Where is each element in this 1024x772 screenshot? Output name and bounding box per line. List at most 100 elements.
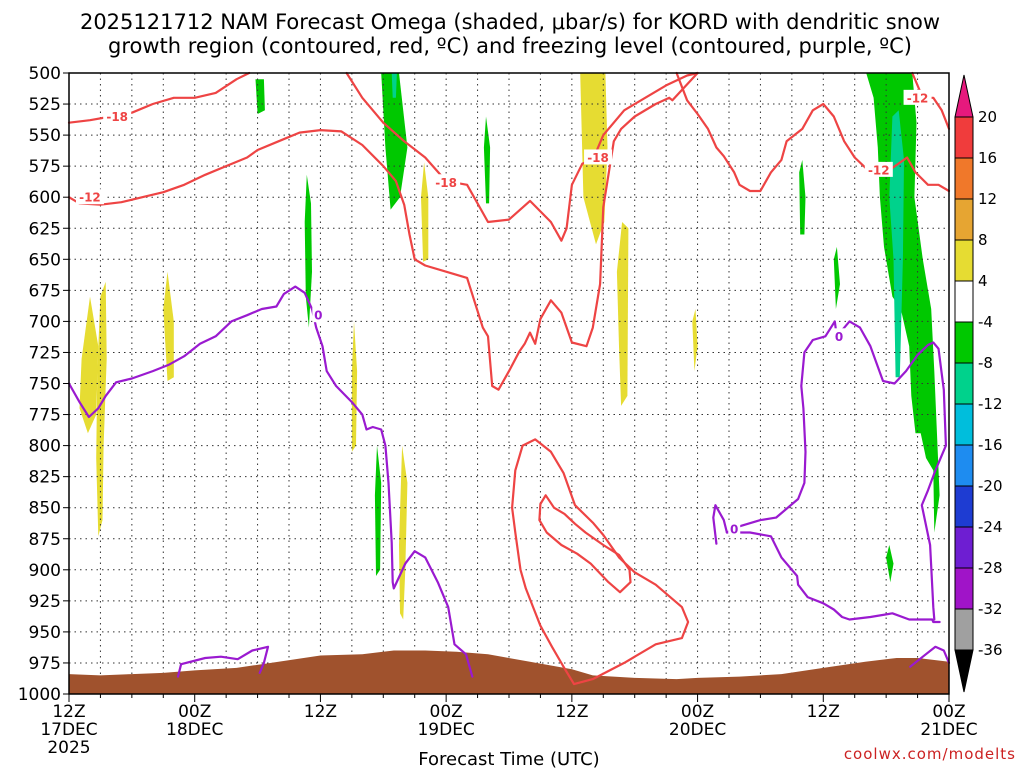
colorbar-label-12: -32 [978, 600, 1003, 618]
omega-region-teal-20dec-c [889, 110, 904, 378]
y-tick-label-750: 750 [29, 375, 61, 395]
freezing-label-2: 0 [730, 522, 738, 536]
omega-colorbar: 20 16 12 8 4 -4 -8 -12 -16 -20 -24 -28 -32 -36 [954, 74, 1003, 693]
y-tick-label-950: 950 [29, 623, 61, 643]
colorbar-bin--16-to--12 [954, 403, 974, 446]
contour-layer [67, 71, 951, 686]
colorbar-bin--28-to--24 [954, 526, 974, 569]
y-tick-label-975: 975 [29, 654, 61, 674]
colorbar-bin--32-to--28 [954, 567, 974, 610]
colorbar-label-4: 4 [978, 272, 988, 290]
y-tick-label-725: 725 [29, 343, 61, 363]
y-tick-label-1000: 1000 [18, 685, 61, 705]
y-tick-label-850: 850 [29, 499, 61, 519]
omega-region-yellow-19dec-b [616, 222, 629, 406]
y-tick-label-525: 525 [29, 95, 61, 115]
dgz-contour-1 [345, 71, 594, 242]
y-axis: 500 525 550 575 600 625 650 675 700 725 750 775 800 8… [18, 64, 69, 705]
y-tick-label-900: 900 [29, 561, 61, 581]
x-tick-label-24-0: 12Z [304, 702, 337, 722]
dgz-contour-6 [510, 438, 690, 686]
colorbar-bin--24-to--20 [954, 485, 974, 528]
colorbar-bin--20-to--16 [954, 444, 974, 487]
dgz-label-1: -18 [435, 176, 457, 190]
omega-region-green-19dec-a [483, 116, 491, 204]
dgz-contour-0 [67, 71, 251, 124]
freezing-label-bg-2 [728, 520, 741, 536]
y-tick-label-775: 775 [29, 406, 61, 426]
y-tick-label-650: 650 [29, 250, 61, 270]
dgz-contour-2 [591, 71, 699, 161]
dgz-label-5: -12 [907, 91, 929, 105]
chart-title-line-1: 2025121712 NAM Forecast Omega (shaded, μ… [80, 10, 940, 34]
omega-region-yellow-17dec-a [79, 296, 99, 434]
colorbar-label-13: -36 [978, 641, 1003, 659]
omega-region-yellow-18dec-d [421, 162, 429, 262]
omega-region-green-18dec-a [255, 79, 265, 114]
freezing-label-bg-0 [312, 307, 325, 323]
freezing-contour-0 [67, 285, 474, 678]
colorbar-label-2: 12 [978, 190, 997, 208]
x-tick-label-84-0: 00Z [932, 702, 965, 722]
x-tick-label-0-0: 12Z [52, 702, 85, 722]
colorbar-label-10: -24 [978, 518, 1003, 536]
y-tick-label-500: 500 [29, 64, 61, 84]
omega-region-yellow-17dec-b [96, 281, 107, 537]
dgz-contour-4 [675, 71, 951, 193]
colorbar-label-9: -20 [978, 477, 1003, 495]
colorbar-bin-16-to-20 [954, 116, 974, 159]
omega-region-green-18dec-b [304, 174, 312, 328]
freezing-label-bg-4 [833, 328, 845, 344]
dgz-label-3: -12 [79, 191, 101, 205]
dgz-label-bg-5 [903, 89, 932, 105]
dgz-label-bg-3 [75, 189, 104, 205]
freezing-label-4: 0 [835, 330, 843, 344]
omega-region-yellow-19dec-c [692, 309, 698, 372]
colorbar-bin--4-to-4 [954, 280, 974, 323]
x-tick-label-0-1: 17DEC [40, 720, 97, 740]
x-tick-label-48-0: 12Z [555, 702, 588, 722]
y-tick-label-575: 575 [29, 157, 61, 177]
y-tick-label-700: 700 [29, 312, 61, 332]
freezing-contour-5 [909, 645, 951, 668]
colorbar-label-5: -4 [978, 313, 993, 331]
colorbar-bin--8-to--4 [954, 321, 974, 364]
dgz-label-2: -18 [587, 151, 609, 165]
x-tick-label-60-1: 20DEC [669, 720, 726, 740]
omega-region-yellow-18dec-a [163, 271, 174, 381]
freezing-contour-3 [725, 320, 841, 534]
dgz-label-bg-0 [103, 108, 132, 124]
omega-region-green-20dec-b [833, 246, 840, 309]
dgz-label-4: -12 [868, 163, 890, 177]
x-tick-label-36-0: 00Z [430, 702, 463, 722]
dgz-label-bg-1 [432, 174, 461, 190]
colorbar-label-0: 20 [978, 108, 997, 126]
colorbar-label-7: -12 [978, 395, 1003, 413]
colorbar-top-extension [954, 74, 974, 118]
omega-region-teal-18dec-c [391, 73, 397, 98]
y-tick-label-825: 825 [29, 468, 61, 488]
dgz-contour-7 [538, 494, 632, 594]
freezing-contour-2 [712, 504, 941, 624]
contour-labels-layer: -18 -18 -18 -12 -12 -12 0 0 0 [75, 89, 932, 536]
y-tick-label-625: 625 [29, 219, 61, 239]
freezing-label-0: 0 [314, 309, 322, 323]
x-tick-label-36-1: 19DEC [417, 720, 474, 740]
freezing-contour-1 [176, 645, 270, 678]
x-tick-label-60-0: 00Z [681, 702, 714, 722]
chart-title-line-2: growth region (contoured, red, ºC) and f… [108, 34, 912, 58]
x-tick-label-12-1: 18DEC [166, 720, 223, 740]
y-tick-label-600: 600 [29, 188, 61, 208]
y-tick-label-675: 675 [29, 281, 61, 301]
credit-text: coolwx.com/modelts [844, 745, 1016, 763]
colorbar-bottom-extension [954, 649, 974, 693]
colorbar-label-3: 8 [978, 231, 988, 249]
dgz-label-bg-4 [864, 161, 893, 177]
colorbar-bin-8-to-12 [954, 198, 974, 241]
x-axis-title: Forecast Time (UTC) [418, 749, 599, 768]
colorbar-bin-4-to-8 [954, 239, 974, 282]
surface-terrain [69, 650, 949, 694]
x-tick-label-0-2: 2025 [47, 738, 90, 758]
